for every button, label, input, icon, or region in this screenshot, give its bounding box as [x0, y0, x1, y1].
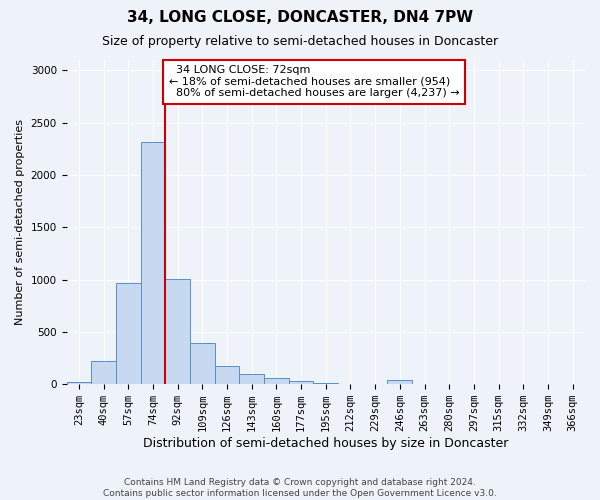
- Bar: [116, 283, 140, 384]
- Bar: [289, 380, 313, 384]
- Y-axis label: Number of semi-detached properties: Number of semi-detached properties: [15, 119, 25, 325]
- Text: 34, LONG CLOSE, DONCASTER, DN4 7PW: 34, LONG CLOSE, DONCASTER, DN4 7PW: [127, 10, 473, 25]
- Bar: [67, 382, 91, 384]
- Text: Contains HM Land Registry data © Crown copyright and database right 2024.
Contai: Contains HM Land Registry data © Crown c…: [103, 478, 497, 498]
- Text: 34 LONG CLOSE: 72sqm
← 18% of semi-detached houses are smaller (954)
  80% of se: 34 LONG CLOSE: 72sqm ← 18% of semi-detac…: [169, 65, 460, 98]
- X-axis label: Distribution of semi-detached houses by size in Doncaster: Distribution of semi-detached houses by …: [143, 437, 508, 450]
- Bar: [91, 361, 116, 384]
- Text: Size of property relative to semi-detached houses in Doncaster: Size of property relative to semi-detach…: [102, 35, 498, 48]
- Bar: [313, 383, 338, 384]
- Bar: [165, 278, 190, 384]
- Bar: [239, 374, 264, 384]
- Bar: [140, 142, 165, 384]
- Bar: [388, 380, 412, 384]
- Bar: [190, 344, 215, 384]
- Bar: [215, 366, 239, 384]
- Bar: [264, 378, 289, 384]
